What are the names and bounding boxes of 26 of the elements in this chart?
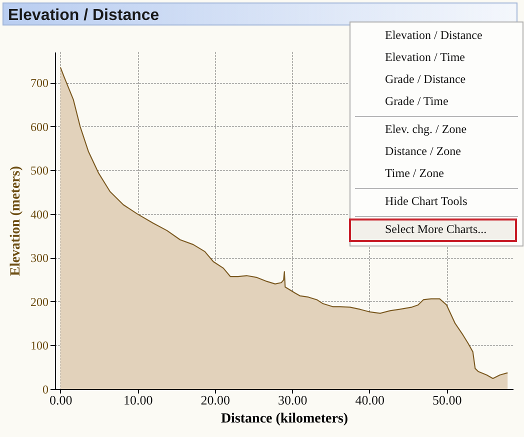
- annotation: Distance / Zone: [385, 144, 461, 158]
- annotation: Grade / Time: [385, 94, 448, 108]
- y-axis-title: Elevation (meters): [8, 166, 24, 276]
- x-tick-label: 40.00: [355, 392, 384, 408]
- x-tick-label: 50.00: [432, 392, 462, 408]
- x-tick-label: 30.00: [278, 392, 308, 408]
- y-tick-label: 100: [30, 338, 48, 353]
- x-tick-label: 0.00: [50, 392, 72, 408]
- annotation: Time / Zone: [385, 166, 444, 180]
- annotation: Grade / Distance: [385, 72, 466, 86]
- y-tick-label: 400: [30, 207, 48, 222]
- annotation: Hide Chart Tools: [385, 194, 468, 208]
- y-tick-label: 600: [30, 120, 48, 134]
- chart-title: Elevation / Distance: [8, 7, 160, 24]
- annotation: Elevation / Time: [385, 50, 466, 64]
- x-tick-label: 20.00: [200, 392, 230, 408]
- annotation: Elev. chg. / Zone: [385, 122, 467, 136]
- y-tick-label: 200: [30, 294, 48, 309]
- y-tick-label: 700: [30, 76, 48, 90]
- y-tick-label: 300: [30, 251, 48, 266]
- x-axis-title: Distance (kilometers): [220, 412, 348, 426]
- y-tick-label: 0: [42, 382, 48, 396]
- annotation: Select More Charts...: [385, 222, 487, 236]
- y-tick-label: 500: [30, 164, 48, 178]
- x-tick-label: 10.00: [124, 392, 153, 408]
- text: Elevation / Distance: [385, 28, 482, 42]
